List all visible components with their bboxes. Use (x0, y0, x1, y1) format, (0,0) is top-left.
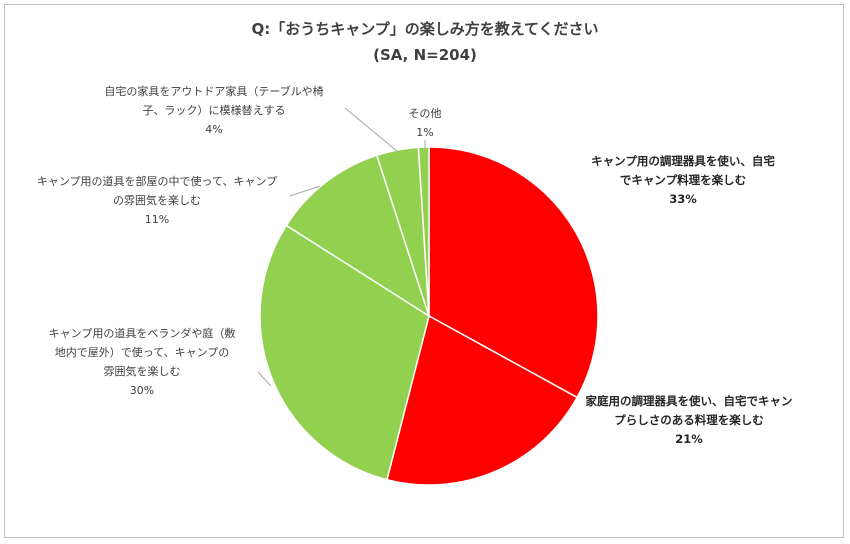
slice-label-line: キャンプ用の調理器具を使い、自宅 (591, 154, 775, 168)
slice-value-label: 1% (416, 126, 434, 139)
leader-line (344, 107, 399, 153)
slice-label-line: キャンプ用の道具を部屋の中で使って、キャンプ (36, 175, 278, 188)
slice-balcony-garden (259, 224, 430, 481)
slice-label-line: でキャンプ料理を楽しむ (619, 173, 747, 187)
slice-label-line: 雰囲気を楽しむ (103, 365, 181, 378)
slice-label: 家庭用の調理器具を使い、自宅でキャン プらしさのある料理を楽しむ 21% (584, 392, 794, 449)
slice-label-line: キャンプ用の道具をベランダや庭（敷 (48, 327, 236, 340)
slice-label-line: 自宅の家具をアウトドア家具（テーブルや椅 (104, 85, 324, 98)
slice-label: キャンプ用の道具を部屋の中で使って、キャンプ の雰囲気を楽しむ 11% (22, 172, 292, 229)
slice-label-line: 地内で屋外）で使って、キャンプの (54, 346, 230, 359)
slice-label-line: の雰囲気を楽しむ (113, 194, 201, 207)
slice-other (417, 146, 430, 317)
slice-indoor-gear (285, 154, 431, 318)
slice-label: キャンプ用の道具をベランダや庭（敷 地内で屋外）で使って、キャンプの 雰囲気を楽しむ… (32, 324, 252, 400)
chart-subtitle: (SA, N=204) (373, 46, 477, 64)
slice-label: その他 1% (396, 104, 454, 142)
chart-title: Q:「おうちキャンプ」の楽しみ方を教えてください (251, 20, 599, 38)
slice-label-line: 家庭用の調理器具を使い、自宅でキャン (585, 394, 793, 408)
slice-label-line: その他 (408, 107, 442, 120)
leader-line (289, 185, 321, 197)
slice-home-cooking (386, 314, 579, 486)
slice-camp-cooking (428, 146, 599, 399)
slice-value-label: 33% (669, 192, 697, 206)
slice-value-label: 4% (205, 123, 223, 136)
slice-label-line: 子、ラック）に模様替えする (142, 104, 286, 117)
slice-value-label: 30% (129, 384, 155, 397)
slice-value-label: 21% (675, 432, 703, 446)
leader-line (257, 371, 272, 387)
slice-label: 自宅の家具をアウトドア家具（テーブルや椅 子、ラック）に模様替えする 4% (96, 82, 332, 139)
slice-label-line: プらしさのある料理を楽しむ (614, 413, 764, 427)
slice-value-label: 11% (144, 213, 170, 226)
slice-label: キャンプ用の調理器具を使い、自宅 でキャンプ料理を楽しむ 33% (588, 152, 778, 209)
